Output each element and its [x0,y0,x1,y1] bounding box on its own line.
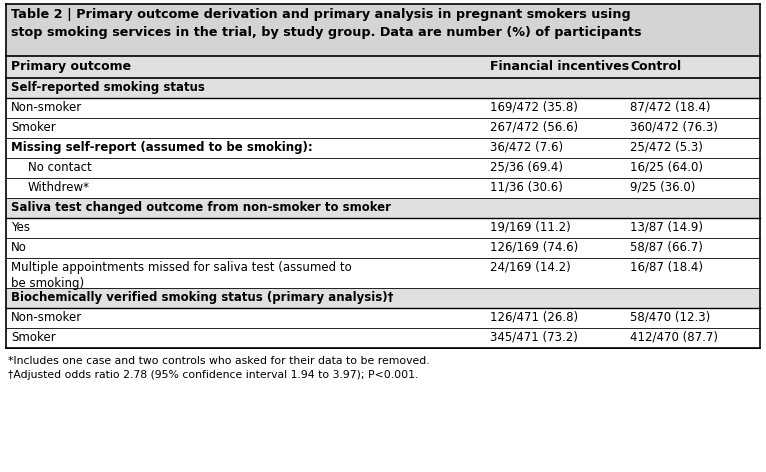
Text: 13/87 (14.9): 13/87 (14.9) [630,221,703,234]
Text: 58/470 (12.3): 58/470 (12.3) [630,311,710,324]
Text: 25/36 (69.4): 25/36 (69.4) [490,161,563,174]
Text: 126/471 (26.8): 126/471 (26.8) [490,311,578,324]
Bar [6,198,760,218]
Bar [6,78,760,98]
Text: 87/472 (18.4): 87/472 (18.4) [630,101,711,114]
Bar [6,328,760,348]
Bar [6,118,760,138]
Text: Smoker: Smoker [11,331,56,344]
Text: Self-reported smoking status: Self-reported smoking status [11,81,205,94]
Text: 345/471 (73.2): 345/471 (73.2) [490,331,578,344]
Text: Primary outcome: Primary outcome [11,60,131,73]
Text: 11/36 (30.6): 11/36 (30.6) [490,181,563,194]
Text: Saliva test changed outcome from non-smoker to smoker: Saliva test changed outcome from non-smo… [11,201,391,214]
Bar [6,238,760,258]
Bar [6,308,760,328]
Text: *Includes one case and two controls who asked for their data to be removed.: *Includes one case and two controls who … [8,356,430,366]
Text: 19/169 (11.2): 19/169 (11.2) [490,221,571,234]
Text: 412/470 (87.7): 412/470 (87.7) [630,331,718,344]
Bar [6,56,760,78]
Text: Missing self-report (assumed to be smoking):: Missing self-report (assumed to be smoki… [11,141,313,154]
Text: 58/87 (66.7): 58/87 (66.7) [630,241,703,254]
Text: Multiple appointments missed for saliva test (assumed to
be smoking): Multiple appointments missed for saliva … [11,261,352,290]
Bar [6,158,760,178]
Text: Biochemically verified smoking status (primary analysis)†: Biochemically verified smoking status (p… [11,291,394,304]
Text: 36/472 (7.6): 36/472 (7.6) [490,141,563,154]
Text: †Adjusted odds ratio 2.78 (95% confidence interval 1.94 to 3.97); P<0.001.: †Adjusted odds ratio 2.78 (95% confidenc… [8,370,418,380]
Text: 16/25 (64.0): 16/25 (64.0) [630,161,703,174]
Bar [6,178,760,198]
Bar [6,288,760,308]
Text: Control: Control [630,60,681,73]
Bar [6,138,760,158]
Text: 267/472 (56.6): 267/472 (56.6) [490,121,578,134]
Text: 24/169 (14.2): 24/169 (14.2) [490,261,571,274]
Bar [6,98,760,118]
Text: Financial incentives: Financial incentives [490,60,629,73]
Text: 25/472 (5.3): 25/472 (5.3) [630,141,703,154]
Text: 169/472 (35.8): 169/472 (35.8) [490,101,578,114]
Bar [6,4,760,56]
Text: Non-smoker: Non-smoker [11,101,82,114]
Text: Withdrew*: Withdrew* [28,181,90,194]
Text: 360/472 (76.3): 360/472 (76.3) [630,121,718,134]
Bar [6,258,760,288]
Text: Table 2 | Primary outcome derivation and primary analysis in pregnant smokers us: Table 2 | Primary outcome derivation and… [11,8,630,21]
Text: Smoker: Smoker [11,121,56,134]
Text: No: No [11,241,27,254]
Text: 9/25 (36.0): 9/25 (36.0) [630,181,696,194]
Text: stop smoking services in the trial, by study group. Data are number (%) of parti: stop smoking services in the trial, by s… [11,26,641,39]
Text: No contact: No contact [28,161,92,174]
Text: Yes: Yes [11,221,30,234]
Text: 16/87 (18.4): 16/87 (18.4) [630,261,703,274]
Text: Non-smoker: Non-smoker [11,311,82,324]
Text: 126/169 (74.6): 126/169 (74.6) [490,241,578,254]
Bar [6,218,760,238]
